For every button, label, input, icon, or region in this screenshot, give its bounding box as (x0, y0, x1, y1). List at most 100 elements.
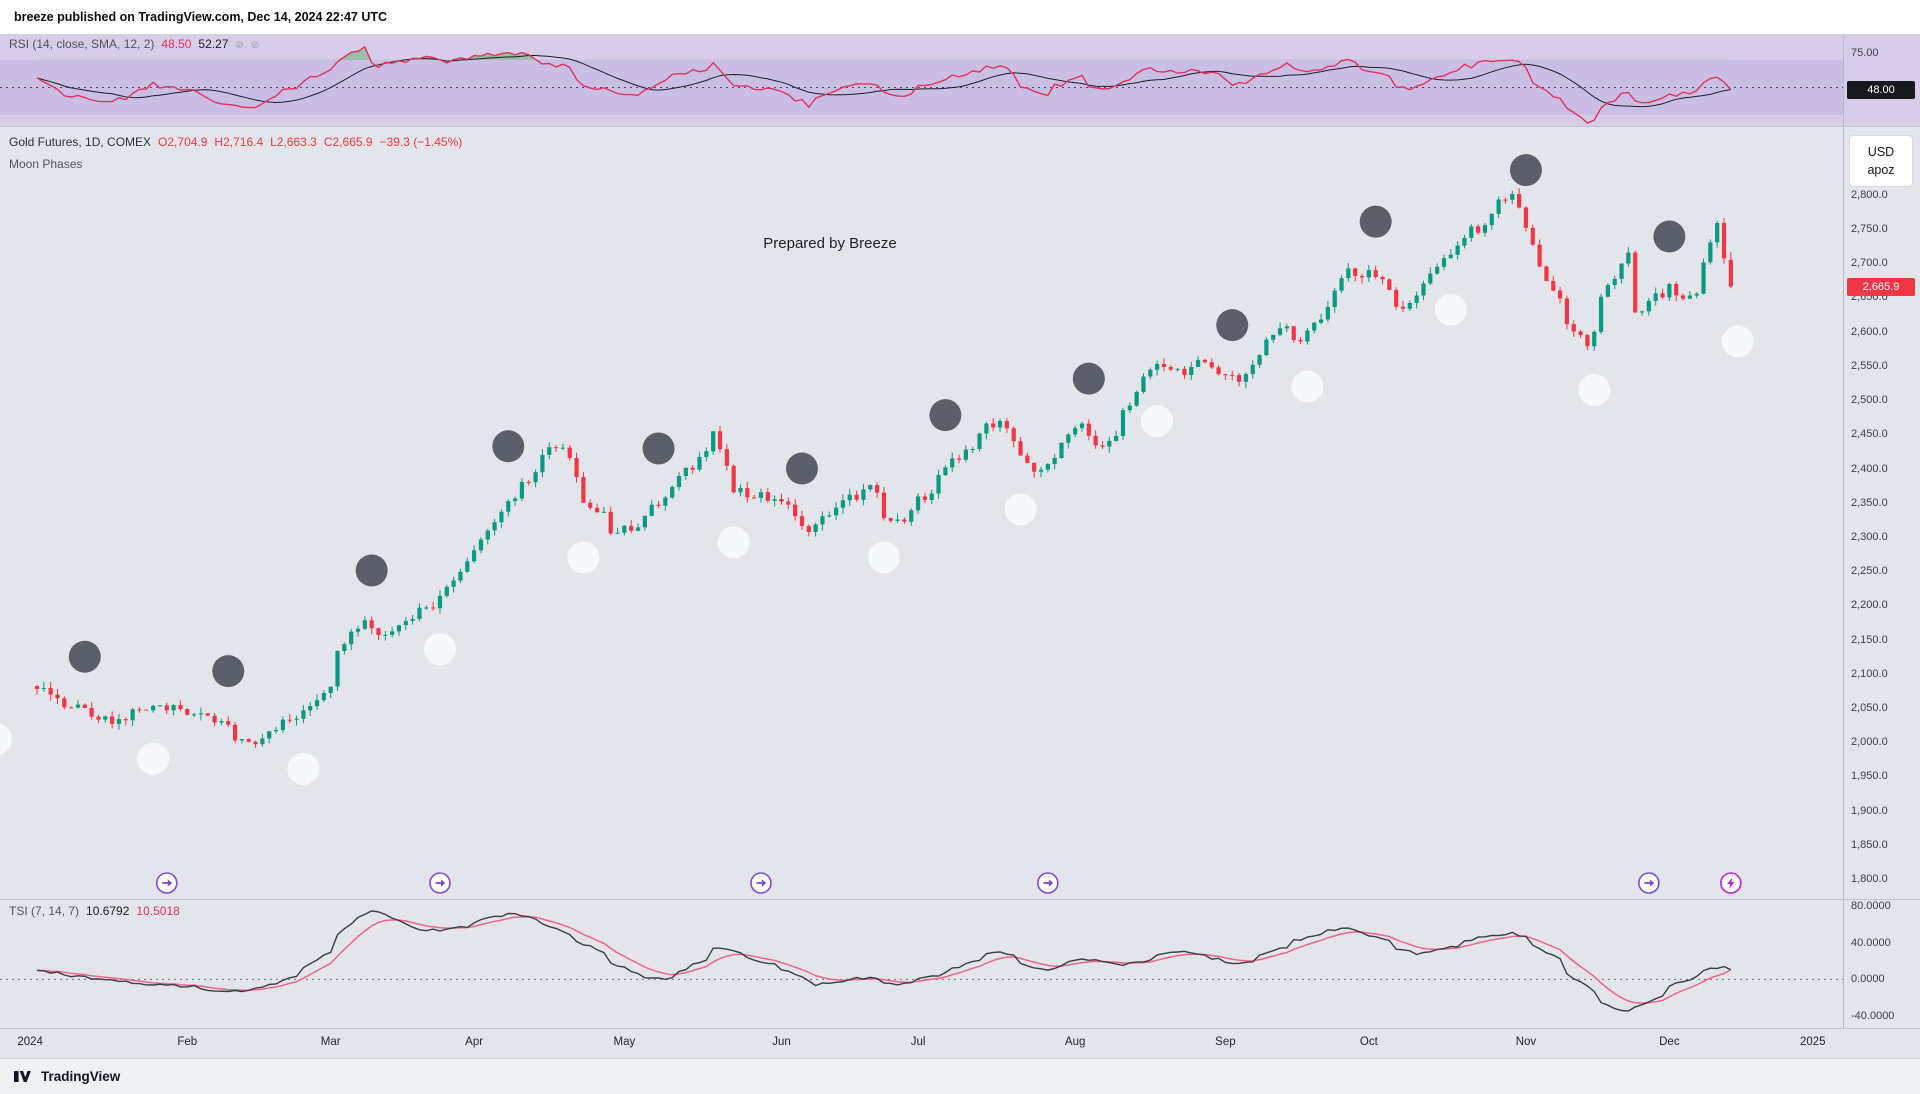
moon-full-marker (0, 723, 13, 755)
rsi-settings-icon[interactable]: ⊘ (250, 40, 260, 51)
moon-phases-series (0, 154, 1754, 785)
main-price-scale[interactable]: USD apoz 2,800.0 2,750.0 2,700.0 2,650.0 2,6… (1843, 127, 1920, 899)
moon-new-marker (1216, 309, 1249, 342)
moon-new-marker (1509, 154, 1542, 187)
time-axis-label: 2024 (17, 1036, 43, 1048)
moon-new-marker (492, 430, 525, 463)
tsi-legend-title: TSI (7, 14, 7) (9, 904, 80, 918)
price-axis-label: 2,600.0 (1851, 325, 1888, 338)
contract-roll-icon[interactable] (1638, 872, 1660, 894)
currency-unit-toggle[interactable]: USD apoz (1849, 135, 1913, 187)
moon-full-marker (137, 742, 170, 775)
currency-label[interactable]: USD (1867, 145, 1895, 159)
price-axis-label: 2,750.0 (1851, 222, 1888, 235)
price-axis-label: 1,800.0 (1851, 873, 1888, 886)
contract-roll-icon[interactable] (750, 872, 772, 894)
price-axis-label: 2,400.0 (1851, 462, 1888, 475)
unit-label[interactable]: apoz (1867, 163, 1895, 177)
moon-full-marker (867, 541, 900, 574)
main-pane: Gold Futures, 1D, COMEX O2,704.9 H2,716.… (0, 126, 1920, 900)
symbol-legend[interactable]: Gold Futures, 1D, COMEX O2,704.9 H2,716.… (9, 135, 462, 149)
moon-new-marker (355, 554, 388, 587)
tsi-legend[interactable]: TSI (7, 14, 7) 10.6792 10.5018 (9, 904, 180, 918)
price-axis-label: 2,800.0 (1851, 188, 1888, 201)
ohlc-close: C2,665.9 (323, 135, 373, 149)
moon-new-marker (1072, 362, 1105, 395)
tsi-signal-line (36, 916, 1732, 1004)
ohlc-high: H2,716.4 (214, 135, 264, 149)
moon-phases-legend[interactable]: Moon Phases (9, 157, 82, 171)
time-axis-label: Sep (1215, 1036, 1236, 1048)
price-axis-label: 2,300.0 (1851, 530, 1888, 543)
moon-new-marker (785, 452, 818, 485)
price-axis-label: 2,450.0 (1851, 428, 1888, 441)
price-axis-label: 1,950.0 (1851, 770, 1888, 783)
candles-plot (0, 154, 1754, 894)
price-axis-label: 2,250.0 (1851, 565, 1888, 578)
main-chart-area[interactable]: Gold Futures, 1D, COMEX O2,704.9 H2,716.… (0, 127, 1843, 899)
moon-full-marker (287, 752, 320, 785)
ohlc-open: O2,704.9 (158, 135, 208, 149)
tradingview-brand-link[interactable]: TradingView (41, 1069, 121, 1084)
contract-roll-icon[interactable] (155, 872, 178, 894)
moon-phases-label: Moon Phases (9, 157, 83, 171)
flash-event-icon[interactable] (1720, 872, 1742, 894)
tsi-pane: TSI (7, 14, 7) 10.6792 10.5018 80.0000 40… (0, 900, 1920, 1028)
tsi-price-scale[interactable]: 80.0000 40.0000 0.0000 -40.0000 (1843, 900, 1920, 1028)
tsi-signal-value: 10.5018 (136, 904, 180, 918)
moon-full-marker (1004, 493, 1037, 526)
price-axis-label: 2,700.0 (1851, 257, 1888, 270)
price-axis-label: 2,100.0 (1851, 667, 1888, 680)
moon-full-marker (717, 526, 750, 559)
rsi-value: 48.50 (161, 37, 192, 51)
rsi-legend-title: RSI (14, close, SMA, 12, 2) (9, 37, 155, 51)
rsi-chart-area[interactable]: RSI (14, close, SMA, 12, 2) 48.50 52.27 … (0, 35, 1843, 126)
tradingview-logo-icon[interactable] (14, 1069, 33, 1084)
contract-roll-icon[interactable] (429, 872, 451, 894)
rsi-sma-line (36, 55, 1731, 108)
moon-new-marker (68, 640, 101, 673)
price-axis-label: 2,350.0 (1851, 496, 1888, 509)
time-axis-label: Mar (320, 1036, 341, 1048)
rsi-hide-icon[interactable]: ⊘ (235, 40, 244, 51)
tsi-chart-area[interactable]: TSI (7, 14, 7) 10.6792 10.5018 (0, 900, 1843, 1028)
time-axis-label: Jul (910, 1036, 926, 1048)
time-scale[interactable]: 2024 Feb Mar Apr May Jun Jul Aug Sep Oct Nov Dec 202… (0, 1028, 1920, 1058)
moon-new-marker (1653, 220, 1686, 253)
ohlc-low: L2,663.3 (270, 135, 317, 149)
price-axis-label: 1,850.0 (1851, 838, 1888, 851)
chart-watermark: Prepared by Breeze (763, 235, 897, 252)
footer-bar: TradingView (0, 1058, 1920, 1094)
moon-new-marker (212, 655, 245, 688)
publish-bar: breeze published on TradingView.com, Dec… (0, 0, 1920, 34)
time-axis-label: Jun (772, 1036, 791, 1048)
moon-new-marker (929, 399, 962, 432)
moon-full-marker (1578, 374, 1611, 407)
ohlc-change: −39.3 (−1.45%) (379, 135, 463, 149)
tsi-axis-label: 40.0000 (1851, 936, 1891, 949)
rsi-value-badge: 48.00 (1847, 81, 1915, 100)
rsi-smoothing-value: 52.27 (198, 37, 229, 51)
price-axis-label: 2,050.0 (1851, 702, 1888, 715)
time-axis-label: Aug (1064, 1036, 1086, 1048)
contract-events (155, 872, 1742, 894)
moon-full-marker (1434, 293, 1467, 326)
rsi-price-scale[interactable]: 75.00 48.00 (1843, 35, 1920, 126)
time-axis-label: May (613, 1036, 636, 1048)
price-axis-label: 1,900.0 (1851, 804, 1888, 817)
last-price-badge: 2,665.9 (1847, 277, 1915, 296)
rsi-legend[interactable]: RSI (14, close, SMA, 12, 2) 48.50 52.27 … (9, 37, 259, 51)
time-axis-label: Nov (1515, 1036, 1537, 1048)
tsi-plot (0, 910, 1843, 1012)
time-axis-label: Dec (1659, 1036, 1680, 1048)
moon-full-marker (567, 541, 600, 574)
price-axis-label: 2,150.0 (1851, 633, 1888, 646)
moon-full-marker (1141, 405, 1174, 438)
rsi-overbought-area (37, 46, 1731, 60)
moon-full-marker (423, 633, 456, 666)
symbol-title: Gold Futures, 1D, COMEX (9, 135, 152, 149)
contract-roll-icon[interactable] (1037, 872, 1059, 894)
tsi-axis-label: 0.0000 (1851, 973, 1885, 986)
tsi-axis-label: 80.0000 (1851, 899, 1891, 912)
